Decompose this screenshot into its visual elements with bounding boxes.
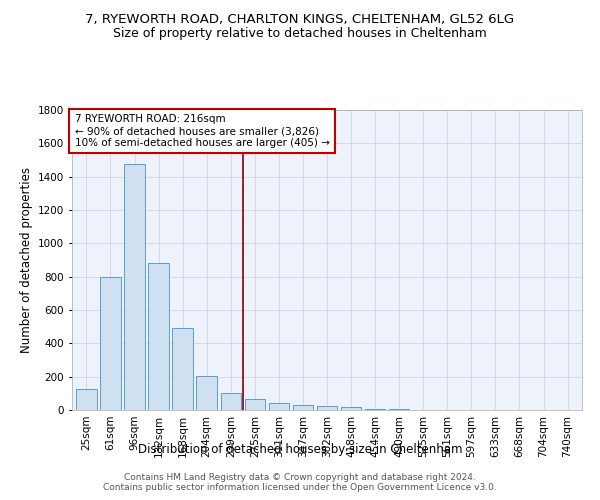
Bar: [124, 164, 145, 410]
Bar: [389, 409, 409, 410]
Bar: [76, 389, 97, 410]
Text: 7 RYEWORTH ROAD: 216sqm
← 90% of detached houses are smaller (3,826)
10% of semi: 7 RYEWORTH ROAD: 216sqm ← 90% of detache…: [74, 114, 329, 148]
Y-axis label: Number of detached properties: Number of detached properties: [20, 167, 32, 353]
Bar: [245, 399, 265, 410]
Bar: [100, 276, 121, 410]
Bar: [221, 392, 241, 410]
Text: Contains HM Land Registry data © Crown copyright and database right 2024.
Contai: Contains HM Land Registry data © Crown c…: [103, 473, 497, 492]
Bar: [293, 404, 313, 410]
Bar: [269, 403, 289, 410]
Bar: [341, 408, 361, 410]
Bar: [365, 408, 385, 410]
Bar: [317, 406, 337, 410]
Text: Distribution of detached houses by size in Cheltenham: Distribution of detached houses by size …: [138, 442, 462, 456]
Text: Size of property relative to detached houses in Cheltenham: Size of property relative to detached ho…: [113, 28, 487, 40]
Bar: [196, 376, 217, 410]
Text: 7, RYEWORTH ROAD, CHARLTON KINGS, CHELTENHAM, GL52 6LG: 7, RYEWORTH ROAD, CHARLTON KINGS, CHELTE…: [85, 12, 515, 26]
Bar: [172, 328, 193, 410]
Bar: [148, 262, 169, 410]
